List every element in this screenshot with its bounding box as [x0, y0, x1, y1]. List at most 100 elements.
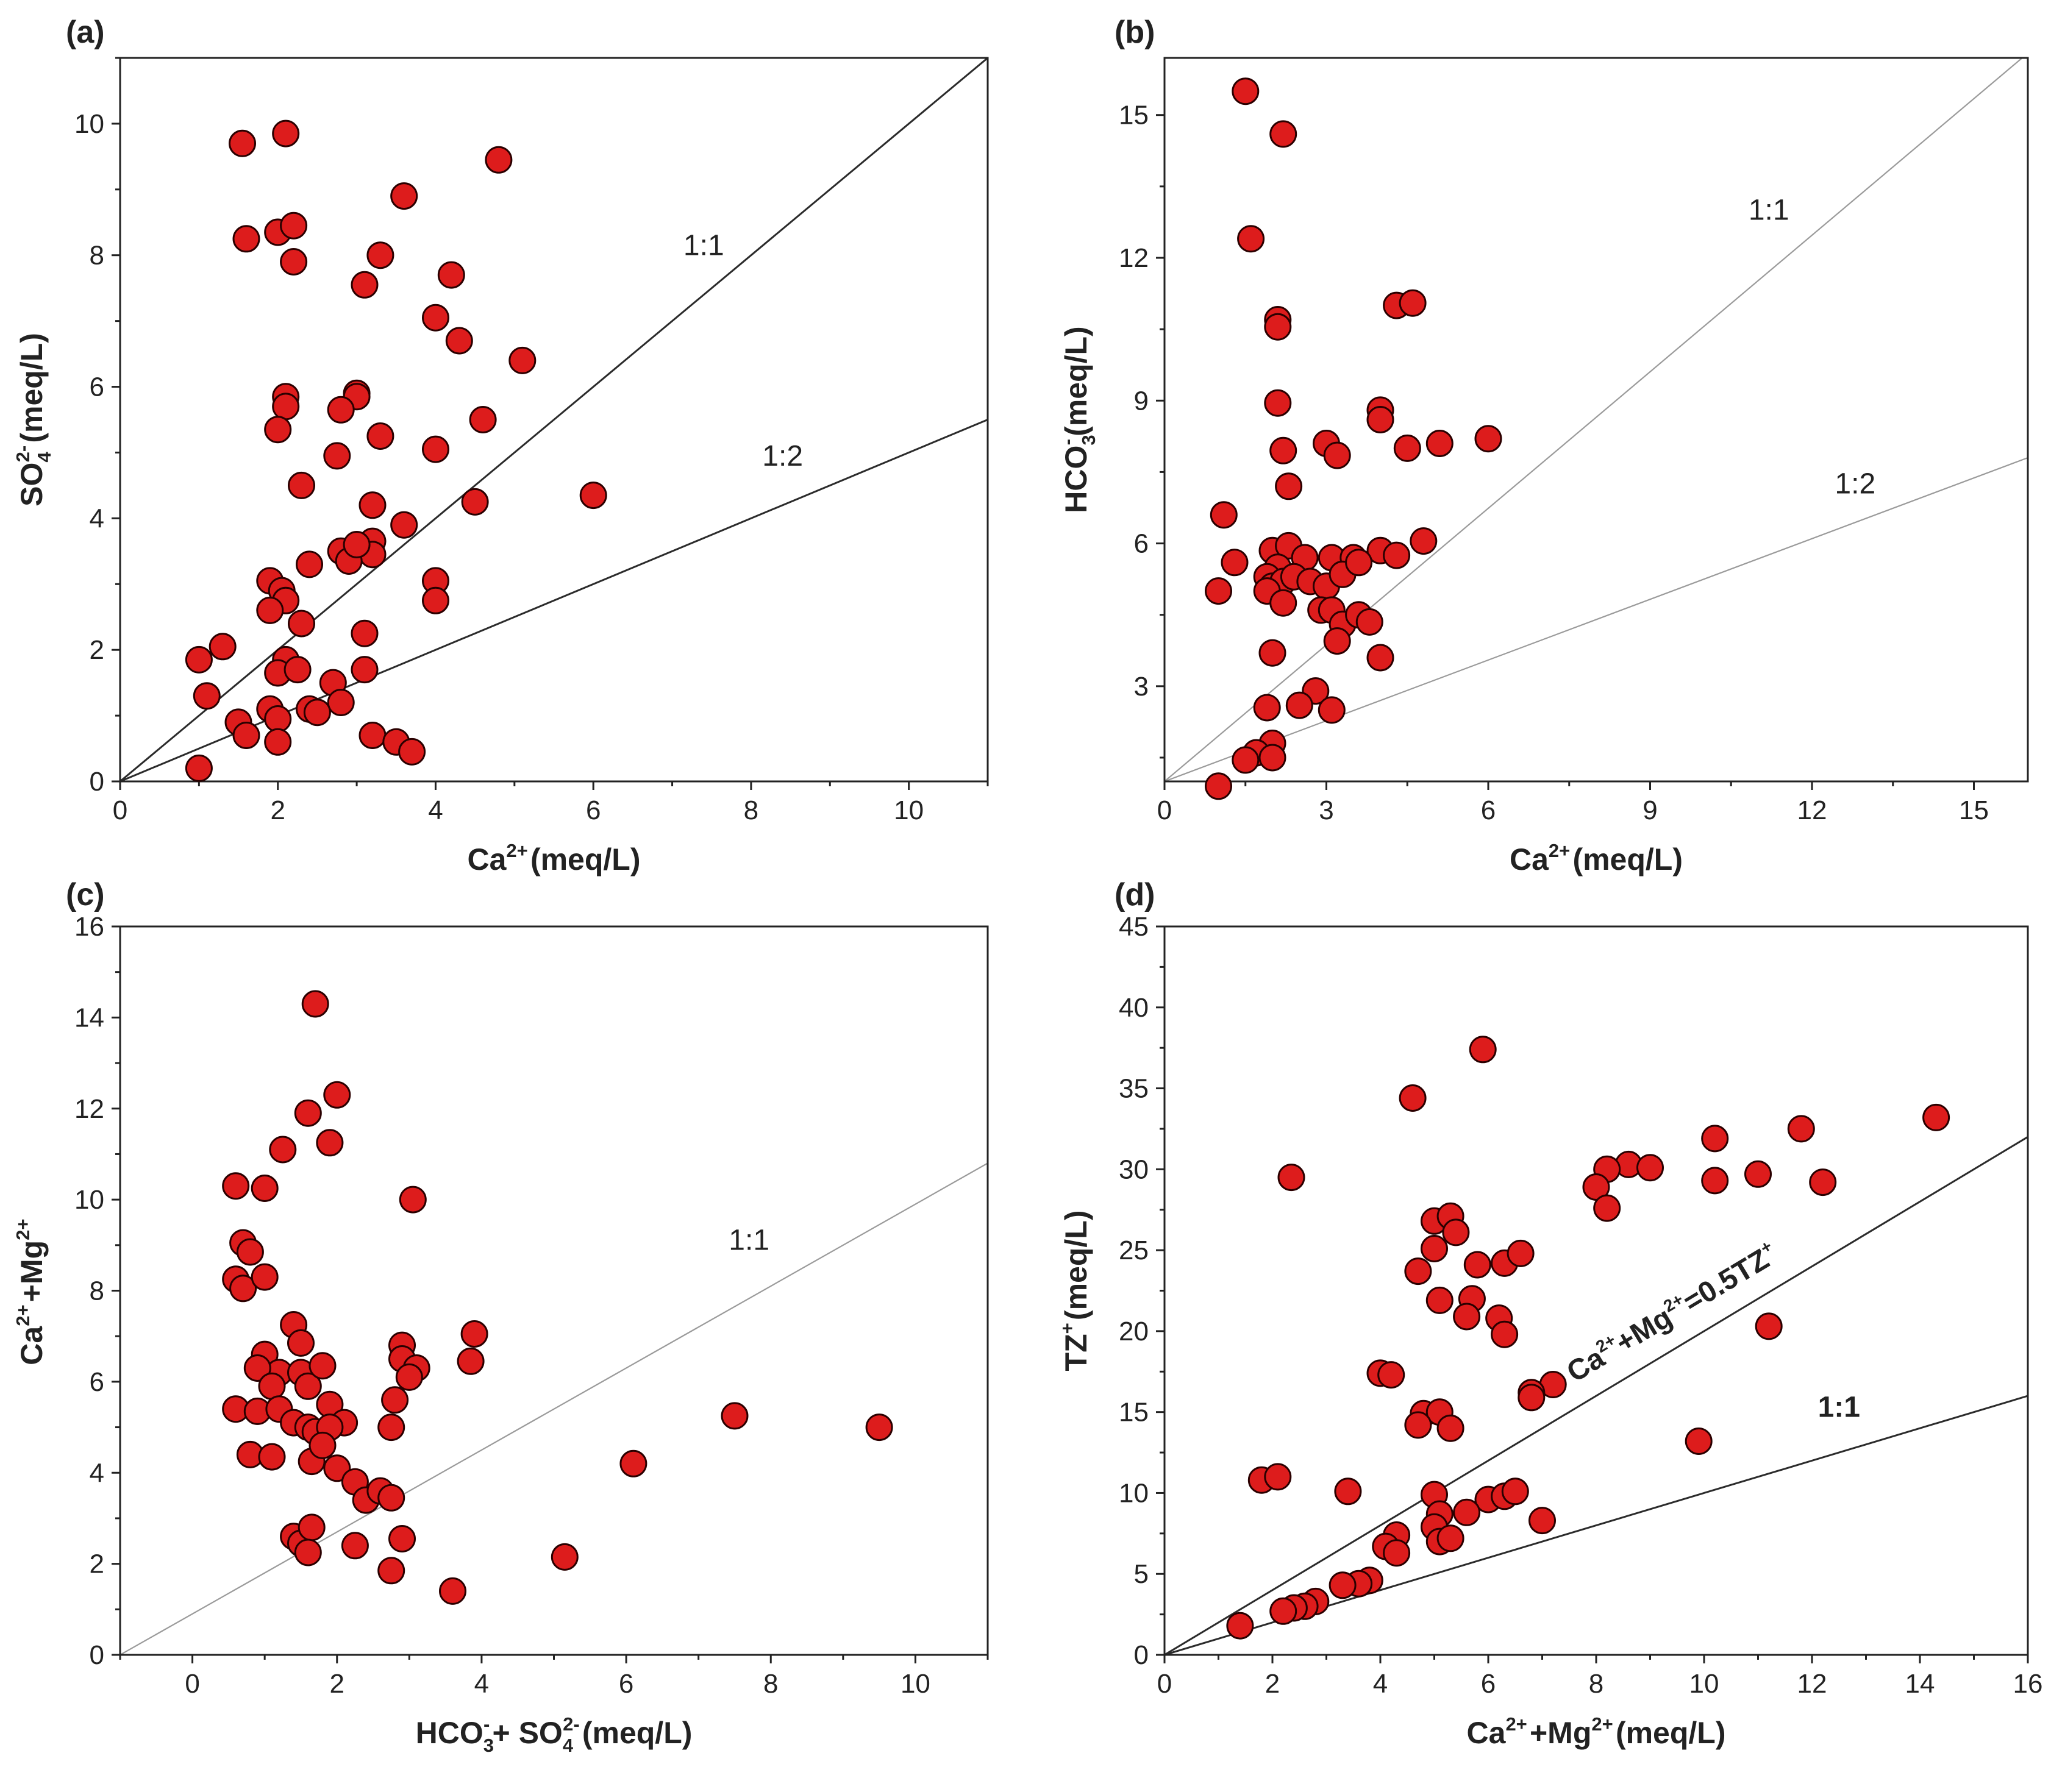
data-point — [1345, 549, 1373, 577]
chart-panel-a: 1:1 1:2 0 2 4 6 8 10 0 2 4 6 8 10 Ca2+ (meq/L) SO42- (m… — [12, 15, 989, 876]
plot-frame — [1163, 57, 2029, 783]
data-point — [1269, 1597, 1297, 1625]
y-tick-label: 5 — [1134, 1559, 1149, 1589]
data-point — [439, 1577, 466, 1605]
x-tick-label: 2 — [1265, 1669, 1280, 1699]
y-tick-label: 6 — [1134, 529, 1149, 559]
data-point — [296, 550, 323, 578]
y-tick-label: 4 — [90, 503, 104, 533]
data-point — [251, 1175, 279, 1202]
x-tick-label: 9 — [1643, 795, 1657, 825]
data-point — [469, 406, 497, 433]
panel-label: (a) — [66, 15, 105, 50]
data-point — [264, 728, 292, 756]
y-tick-label: 3 — [1134, 672, 1149, 702]
data-point — [294, 1538, 322, 1566]
data-point — [209, 633, 237, 661]
reference-line-1 — [120, 58, 988, 781]
data-point — [232, 722, 260, 749]
data-point — [1210, 501, 1238, 529]
data-point — [251, 1263, 279, 1291]
data-point — [1425, 430, 1454, 457]
data-point — [280, 212, 308, 240]
data-point — [1232, 77, 1260, 105]
data-point — [619, 1449, 647, 1477]
y-tick-label: 20 — [1119, 1317, 1149, 1346]
y-tick-label: 15 — [1119, 101, 1149, 130]
y-tick-label: 0 — [90, 1640, 104, 1670]
y-tick-label: 8 — [90, 241, 104, 271]
reference-line-2 — [1165, 457, 2028, 781]
x-tick-label: 0 — [185, 1669, 199, 1699]
data-point — [358, 722, 387, 749]
data-point — [258, 1372, 286, 1400]
data-point — [1329, 1571, 1357, 1599]
data-point — [1474, 425, 1502, 453]
data-point — [358, 491, 387, 519]
x-tick-label: 8 — [1589, 1669, 1603, 1699]
data-point — [1393, 434, 1421, 462]
data-point — [1922, 1103, 1950, 1131]
data-point — [1453, 1498, 1481, 1526]
y-tick-label: 10 — [74, 1185, 104, 1215]
data-point — [185, 754, 213, 782]
data-point — [1323, 627, 1351, 655]
reference-line-label: 1:1 — [683, 230, 724, 262]
x-tick-label: 8 — [763, 1669, 778, 1699]
data-point — [579, 482, 607, 510]
data-point — [243, 1354, 271, 1382]
data-point — [303, 699, 331, 727]
data-point — [1355, 608, 1383, 636]
x-tick-label: 12 — [1797, 795, 1827, 825]
data-point — [1323, 441, 1351, 469]
x-tick-label: 15 — [1959, 795, 1989, 825]
data-point — [1701, 1167, 1729, 1195]
x-tick-label: 0 — [113, 795, 127, 825]
chart-panel-b: 1:1 1:2 0 3 6 9 12 15 3 6 9 12 15 Ca2+ (meq/L) HCO3- (… — [1057, 15, 2029, 876]
x-axis-label: Ca2+ +Mg2+ (meq/L) — [1467, 1713, 1726, 1750]
data-point — [280, 248, 308, 276]
y-axis-label: SO42- (meq/L) — [12, 333, 55, 507]
data-point — [1383, 541, 1411, 569]
data-point — [1285, 691, 1313, 719]
plot-frame — [1163, 925, 2029, 1656]
data-point — [422, 435, 449, 463]
y-tick-label: 14 — [74, 1003, 104, 1033]
data-point — [272, 393, 300, 421]
data-point — [323, 442, 351, 470]
data-point — [381, 1386, 409, 1414]
data-point — [1264, 1463, 1292, 1491]
data-point — [1253, 694, 1281, 722]
data-point — [258, 1443, 286, 1471]
reference-line-label: 1:1 — [1818, 1392, 1860, 1424]
data-point — [1421, 1235, 1448, 1262]
data-point — [1334, 1477, 1362, 1506]
x-tick-label: 10 — [894, 795, 924, 825]
data-point — [351, 271, 379, 299]
x-tick-label: 4 — [1373, 1669, 1388, 1699]
y-axis-label: TZ+ (meq/L) — [1057, 1211, 1093, 1371]
data-point — [269, 1136, 297, 1164]
data-point — [1237, 225, 1265, 253]
data-point — [395, 1363, 423, 1391]
data-point — [1269, 120, 1297, 148]
data-point — [1436, 1524, 1464, 1552]
data-point — [865, 1413, 893, 1442]
data-point — [445, 327, 473, 355]
data-point — [288, 471, 315, 499]
data-point — [323, 1454, 351, 1482]
data-point — [1264, 389, 1292, 417]
data-point — [232, 225, 260, 253]
data-point — [1410, 527, 1438, 555]
x-tick-label: 6 — [619, 1669, 633, 1699]
data-point — [366, 241, 394, 269]
data-point — [485, 146, 513, 174]
data-point — [351, 619, 379, 647]
data-point — [1277, 1164, 1305, 1192]
data-point — [422, 304, 449, 332]
data-point — [1258, 744, 1286, 772]
data-point — [390, 511, 418, 539]
data-point — [1258, 639, 1286, 667]
data-point — [264, 416, 292, 444]
